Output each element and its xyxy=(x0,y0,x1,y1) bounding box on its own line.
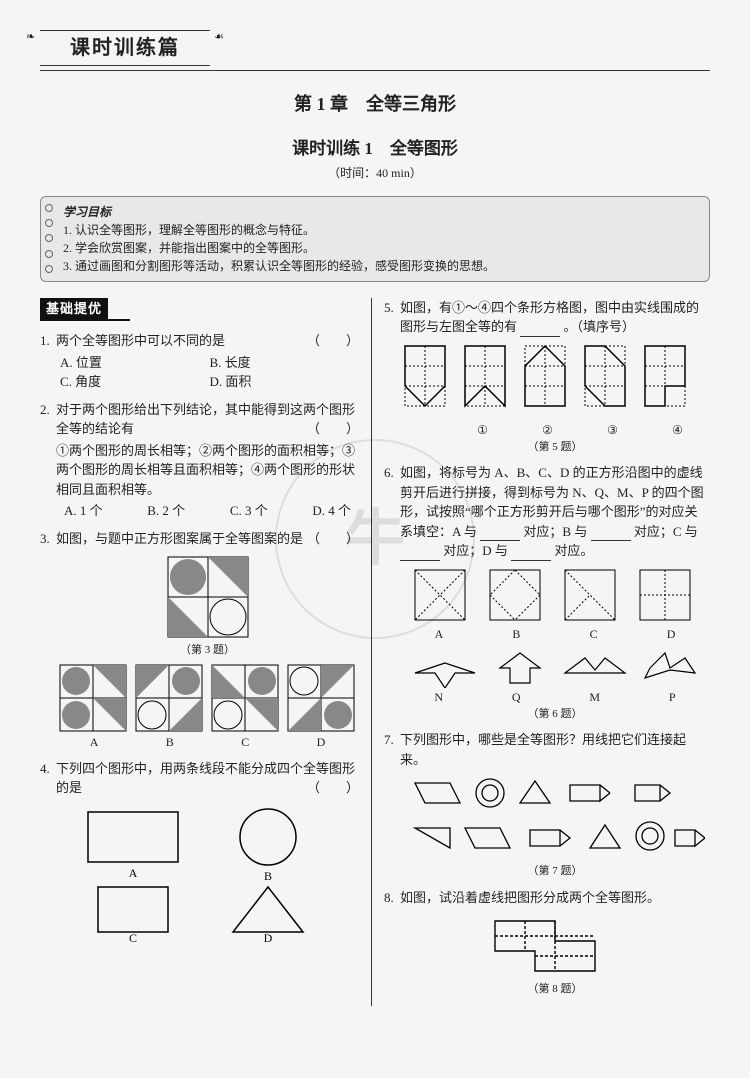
q3-label-c: C xyxy=(241,733,249,751)
objectives-title: 学习目标 xyxy=(63,203,699,221)
q8-caption: （第 8 题） xyxy=(400,981,710,998)
q2-opt-b: B. 2 个 xyxy=(147,501,185,521)
q5-label-4: ④ xyxy=(672,421,683,439)
q6-num: 6. xyxy=(384,463,394,483)
q6-caption: （第 6 题） xyxy=(400,706,710,723)
header-rule xyxy=(40,70,710,71)
q8-stem: 如图，试沿着虚线把图形分成两个全等图形。 xyxy=(400,890,660,905)
q2-body: ①两个图形的周长相等；②两个图形的面积相等；③两个图形的周长相等且面积相等；④两… xyxy=(56,441,359,500)
lesson-title: 课时训练 1 全等图形 xyxy=(40,136,710,162)
q7-stem: 下列图形中，哪些是全等图形？用线把它们连接起来。 xyxy=(400,732,686,767)
q2-num: 2. xyxy=(40,400,50,420)
q3-label-a: A xyxy=(90,733,99,751)
q7-num: 7. xyxy=(384,730,394,750)
question-3: 3. 如图，与题中正方形图案属于全等图案的是 （ ） （第 3 题） xyxy=(40,529,359,751)
q3-caption: （第 3 题） xyxy=(56,642,359,659)
question-7: 7. 下列图形中，哪些是全等图形？用线把它们连接起来。 xyxy=(384,730,710,880)
question-4: 4. 下列四个图形中，用两条线段不能分成四个全等图形的是 （ ） A B C D xyxy=(40,759,359,942)
q1-opt-b: B. 长度 xyxy=(210,353,360,373)
q2-opt-a: A. 1 个 xyxy=(64,501,103,521)
q4-figure: A B C D xyxy=(56,802,359,942)
svg-text:C: C xyxy=(128,931,136,942)
q3-paren: （ ） xyxy=(307,529,359,549)
q5-figure: ① ② ③ ④ （第 5 题） xyxy=(400,341,710,456)
q8-figure: （第 8 题） xyxy=(400,911,710,998)
time-note: （时间：40 min） xyxy=(40,164,710,182)
column-divider xyxy=(371,298,372,1006)
q6-label-p: P xyxy=(669,688,676,706)
q3-label-b: B xyxy=(166,733,174,751)
q7-figure: （第 7 题） xyxy=(400,773,710,880)
question-8: 8. 如图，试沿着虚线把图形分成两个全等图形。 （第 8 题） xyxy=(384,888,710,998)
q6-label-c: C xyxy=(590,625,598,643)
objective-3: 3. 通过画图和分割图形等活动，积累认识全等图形的经验，感受图形变换的思想。 xyxy=(63,257,699,275)
q2-opt-c: C. 3 个 xyxy=(230,501,268,521)
q6-label-a: A xyxy=(435,625,444,643)
q5-stem-b: 。（填序号） xyxy=(564,319,636,334)
q5-label-3: ③ xyxy=(607,421,618,439)
q6-label-d: D xyxy=(667,625,676,643)
q6-mid3: 对应；D 与 xyxy=(443,543,508,558)
question-6: 6. 如图，将标号为 A、B、C、D 的正方形沿图中的虚线剪开后进行拼接，得到标… xyxy=(384,463,710,722)
q6-end: 对应。 xyxy=(554,543,593,558)
q6-label-q: Q xyxy=(512,688,521,706)
q4-num: 4. xyxy=(40,759,50,779)
objective-1: 1. 认识全等图形，理解全等图形的概念与特征。 xyxy=(63,221,699,239)
left-column: 基础提优 1. 两个全等图形中可以不同的是 （ ） A. 位置 B. 长度 C.… xyxy=(40,298,359,1006)
q6-label-b: B xyxy=(512,625,520,643)
q5-num: 5. xyxy=(384,298,394,318)
question-5: 5. 如图，有①～④四个条形方格图，图中由实线围成的图形与左图全等的有 。（填序… xyxy=(384,298,710,456)
section-tag-wrap: 基础提优 xyxy=(40,298,130,322)
q6-blank-2 xyxy=(591,527,631,541)
q1-opt-c: C. 角度 xyxy=(60,372,210,392)
q6-blank-1 xyxy=(480,527,520,541)
question-2: 2. 对于两个图形给出下列结论，其中能得到这两个图形全等的结论有 （ ） ①两个… xyxy=(40,400,359,521)
q3-num: 3. xyxy=(40,529,50,549)
q1-num: 1. xyxy=(40,331,50,351)
q6-label-m: M xyxy=(589,688,600,706)
q3-options-figure: A B C D xyxy=(56,663,359,751)
banner: 课时训练篇 xyxy=(40,30,210,66)
q1-stem: 两个全等图形中可以不同的是 xyxy=(56,333,225,348)
chapter-title: 第 1 章 全等三角形 xyxy=(40,91,710,118)
q5-label-1: ① xyxy=(477,421,488,439)
q5-caption: （第 5 题） xyxy=(400,439,710,456)
q3-figure-main: （第 3 题） xyxy=(56,552,359,659)
section-tag: 基础提优 xyxy=(40,298,108,320)
q6-mid2: 对应；C 与 xyxy=(634,524,698,539)
q4-paren: （ ） xyxy=(307,778,359,798)
q3-stem: 如图，与题中正方形图案属于全等图案的是 xyxy=(56,531,303,546)
svg-text:D: D xyxy=(263,931,272,942)
q2-opt-d: D. 4 个 xyxy=(312,501,351,521)
q6-label-n: N xyxy=(434,688,443,706)
q6-mid1: 对应；B 与 xyxy=(523,524,587,539)
banner-title: 课时训练篇 xyxy=(40,33,210,63)
q7-caption: （第 7 题） xyxy=(400,863,710,880)
q1-paren: （ ） xyxy=(307,331,359,351)
q5-label-2: ② xyxy=(542,421,553,439)
question-1: 1. 两个全等图形中可以不同的是 （ ） A. 位置 B. 长度 C. 角度 D… xyxy=(40,331,359,392)
svg-text:A: A xyxy=(128,866,137,880)
objective-2: 2. 学会欣赏图案，并能指出图案中的全等图形。 xyxy=(63,239,699,257)
svg-text:B: B xyxy=(263,869,271,883)
q6-figure: A B C D N Q M P xyxy=(400,565,710,723)
q8-num: 8. xyxy=(384,888,394,908)
right-column: 5. 如图，有①～④四个条形方格图，图中由实线围成的图形与左图全等的有 。（填序… xyxy=(384,298,710,1006)
q5-blank xyxy=(520,323,560,337)
q2-paren: （ ） xyxy=(307,419,359,439)
q1-opt-d: D. 面积 xyxy=(210,372,360,392)
q3-label-d: D xyxy=(317,733,326,751)
objectives-box: 学习目标 1. 认识全等图形，理解全等图形的概念与特征。 2. 学会欣赏图案，并… xyxy=(40,196,710,282)
q6-blank-4 xyxy=(511,547,551,561)
q6-blank-3 xyxy=(400,547,440,561)
spiral-rings xyxy=(45,201,55,277)
q1-opt-a: A. 位置 xyxy=(60,353,210,373)
